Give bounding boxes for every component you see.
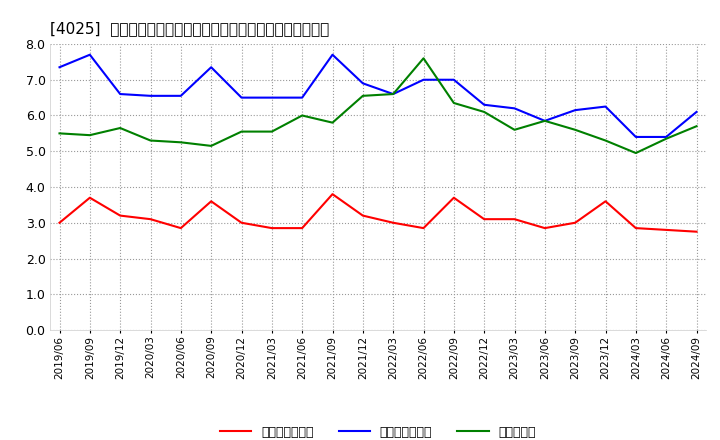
売上債権回転率 [359,213,367,218]
買入債務回転率 [449,77,458,82]
売上債権回転率 [571,220,580,225]
Text: [4025]  売上債権回転率、買入債務回転率、在庫回転率の推移: [4025] 売上債権回転率、買入債務回転率、在庫回転率の推移 [50,21,330,36]
買入債務回転率 [268,95,276,100]
売上債権回転率 [631,225,640,231]
売上債権回転率 [662,227,670,232]
在庫回転率 [237,129,246,134]
在庫回転率 [328,120,337,125]
在庫回転率 [571,127,580,132]
売上債権回転率 [692,229,701,235]
買入債務回転率 [146,93,155,99]
在庫回転率 [86,132,94,138]
在庫回転率 [631,150,640,156]
在庫回転率 [298,113,307,118]
売上債権回転率 [298,225,307,231]
売上債権回転率 [55,220,64,225]
在庫回転率 [480,109,488,114]
在庫回転率 [389,92,397,97]
買入債務回転率 [571,107,580,113]
売上債権回転率 [541,225,549,231]
買入債務回転率 [692,109,701,114]
在庫回転率 [55,131,64,136]
Line: 在庫回転率: 在庫回転率 [60,58,696,153]
売上債権回転率 [86,195,94,200]
売上債権回転率 [449,195,458,200]
買入債務回転率 [419,77,428,82]
売上債権回転率 [510,216,519,222]
在庫回転率 [541,118,549,124]
売上債権回転率 [389,220,397,225]
Line: 売上債権回転率: 売上債権回転率 [60,194,696,232]
買入債務回転率 [662,134,670,139]
買入債務回転率 [237,95,246,100]
在庫回転率 [601,138,610,143]
売上債権回転率 [268,225,276,231]
在庫回転率 [116,125,125,131]
売上債権回転率 [601,198,610,204]
売上債権回転率 [419,225,428,231]
在庫回転率 [510,127,519,132]
買入債務回転率 [601,104,610,109]
買入債務回転率 [328,52,337,57]
売上債権回転率 [237,220,246,225]
Legend: 売上債権回転率, 買入債務回転率, 在庫回転率: 売上債権回転率, 買入債務回転率, 在庫回転率 [215,421,541,440]
在庫回転率 [662,136,670,141]
売上債権回転率 [176,225,185,231]
在庫回転率 [146,138,155,143]
買入債務回転率 [176,93,185,99]
売上債権回転率 [116,213,125,218]
売上債権回転率 [328,191,337,197]
買入債務回転率 [55,65,64,70]
買入債務回転率 [480,102,488,107]
在庫回転率 [359,93,367,99]
在庫回転率 [449,100,458,106]
買入債務回転率 [207,65,215,70]
買入債務回転率 [541,118,549,124]
買入債務回転率 [86,52,94,57]
在庫回転率 [419,55,428,61]
買入債務回転率 [510,106,519,111]
在庫回転率 [692,124,701,129]
売上債権回転率 [207,198,215,204]
売上債権回転率 [480,216,488,222]
買入債務回転率 [389,92,397,97]
買入債務回転率 [631,134,640,139]
在庫回転率 [207,143,215,149]
買入債務回転率 [359,81,367,86]
在庫回転率 [268,129,276,134]
買入債務回転率 [298,95,307,100]
在庫回転率 [176,139,185,145]
売上債権回転率 [146,216,155,222]
Line: 買入債務回転率: 買入債務回転率 [60,55,696,137]
買入債務回転率 [116,92,125,97]
